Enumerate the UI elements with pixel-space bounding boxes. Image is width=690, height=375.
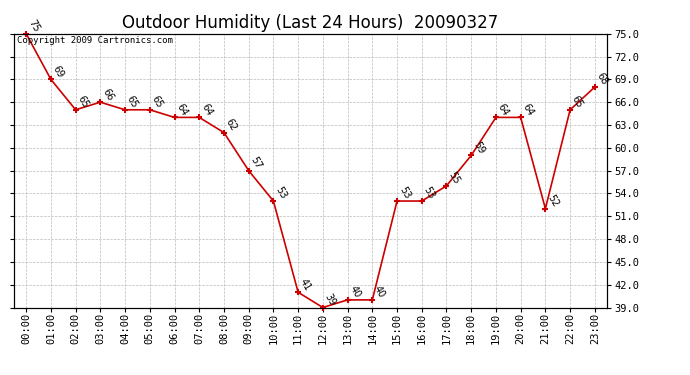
Text: 39: 39 [323, 292, 337, 308]
Text: 52: 52 [545, 193, 560, 208]
Text: 75: 75 [26, 18, 41, 34]
Text: Copyright 2009 Cartronics.com: Copyright 2009 Cartronics.com [17, 36, 172, 45]
Text: 59: 59 [471, 140, 486, 155]
Text: 55: 55 [446, 170, 462, 186]
Text: 65: 65 [76, 94, 90, 110]
Text: 64: 64 [521, 102, 535, 117]
Text: 53: 53 [273, 185, 288, 201]
Text: 65: 65 [125, 94, 140, 110]
Text: 64: 64 [199, 102, 214, 117]
Text: 40: 40 [373, 284, 387, 300]
Text: 65: 65 [570, 94, 585, 110]
Text: 64: 64 [175, 102, 189, 117]
Text: 41: 41 [298, 277, 313, 292]
Text: 62: 62 [224, 117, 239, 133]
Text: 68: 68 [595, 71, 610, 87]
Text: 57: 57 [248, 155, 264, 171]
Text: 53: 53 [422, 185, 437, 201]
Text: 40: 40 [348, 284, 362, 300]
Text: 69: 69 [51, 64, 66, 80]
Title: Outdoor Humidity (Last 24 Hours)  20090327: Outdoor Humidity (Last 24 Hours) 2009032… [122, 14, 499, 32]
Text: 53: 53 [397, 185, 412, 201]
Text: 66: 66 [100, 87, 115, 102]
Text: 65: 65 [150, 94, 165, 110]
Text: 64: 64 [496, 102, 511, 117]
